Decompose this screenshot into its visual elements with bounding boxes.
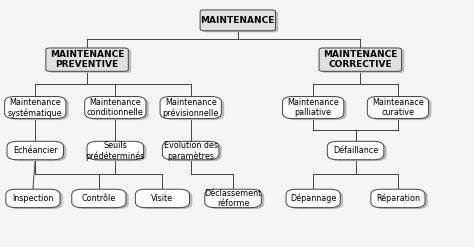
- FancyBboxPatch shape: [319, 48, 401, 71]
- Text: MAINTENANCE
PREVENTIVE: MAINTENANCE PREVENTIVE: [50, 50, 124, 69]
- Text: Visite: Visite: [151, 194, 173, 203]
- FancyBboxPatch shape: [283, 97, 344, 119]
- FancyBboxPatch shape: [289, 191, 343, 209]
- FancyBboxPatch shape: [46, 48, 128, 71]
- FancyBboxPatch shape: [285, 98, 346, 120]
- FancyBboxPatch shape: [72, 189, 126, 208]
- FancyBboxPatch shape: [90, 143, 146, 161]
- FancyBboxPatch shape: [286, 189, 340, 208]
- Text: Seuils
prédéterminés: Seuils prédéterminés: [86, 141, 145, 161]
- Text: Réparation: Réparation: [376, 194, 420, 203]
- Text: Maintenance
systématique: Maintenance systématique: [8, 98, 63, 118]
- FancyBboxPatch shape: [9, 191, 63, 209]
- FancyBboxPatch shape: [8, 98, 69, 120]
- FancyBboxPatch shape: [163, 141, 219, 160]
- FancyBboxPatch shape: [200, 10, 275, 31]
- Text: Maintenance
prévisionnelle: Maintenance prévisionnelle: [163, 98, 219, 118]
- Text: Maintenance
palliative: Maintenance palliative: [287, 98, 339, 117]
- Text: MAINTENANCE
CORRECTIVE: MAINTENANCE CORRECTIVE: [323, 50, 398, 69]
- FancyBboxPatch shape: [10, 143, 66, 161]
- Text: Défaillance: Défaillance: [333, 146, 378, 155]
- FancyBboxPatch shape: [367, 97, 428, 119]
- Text: Contrôle: Contrôle: [82, 194, 116, 203]
- FancyBboxPatch shape: [371, 189, 425, 208]
- FancyBboxPatch shape: [6, 189, 60, 208]
- FancyBboxPatch shape: [87, 141, 144, 160]
- FancyBboxPatch shape: [7, 141, 64, 160]
- FancyBboxPatch shape: [136, 189, 190, 208]
- Text: Déclassement
réforme: Déclassement réforme: [204, 189, 262, 208]
- FancyBboxPatch shape: [138, 191, 192, 209]
- FancyBboxPatch shape: [203, 11, 278, 32]
- FancyBboxPatch shape: [208, 191, 264, 209]
- FancyBboxPatch shape: [74, 191, 129, 209]
- FancyBboxPatch shape: [49, 49, 131, 73]
- Text: MAINTENANCE: MAINTENANCE: [201, 16, 275, 25]
- FancyBboxPatch shape: [85, 97, 146, 119]
- Text: Inspection: Inspection: [12, 194, 54, 203]
- Text: Dépannage: Dépannage: [290, 194, 337, 203]
- FancyBboxPatch shape: [160, 97, 221, 119]
- Text: Maintenance
conditionnelle: Maintenance conditionnelle: [87, 98, 144, 117]
- FancyBboxPatch shape: [330, 143, 387, 161]
- FancyBboxPatch shape: [322, 49, 404, 73]
- FancyBboxPatch shape: [165, 143, 222, 161]
- FancyBboxPatch shape: [327, 141, 384, 160]
- FancyBboxPatch shape: [374, 191, 428, 209]
- Text: Evolution des
paramètres: Evolution des paramètres: [164, 141, 218, 161]
- Text: Echéancier: Echéancier: [13, 146, 57, 155]
- FancyBboxPatch shape: [205, 189, 261, 208]
- FancyBboxPatch shape: [5, 97, 66, 119]
- FancyBboxPatch shape: [88, 98, 149, 120]
- FancyBboxPatch shape: [370, 98, 431, 120]
- Text: Mainteanace
curative: Mainteanace curative: [372, 98, 424, 117]
- FancyBboxPatch shape: [163, 98, 224, 120]
